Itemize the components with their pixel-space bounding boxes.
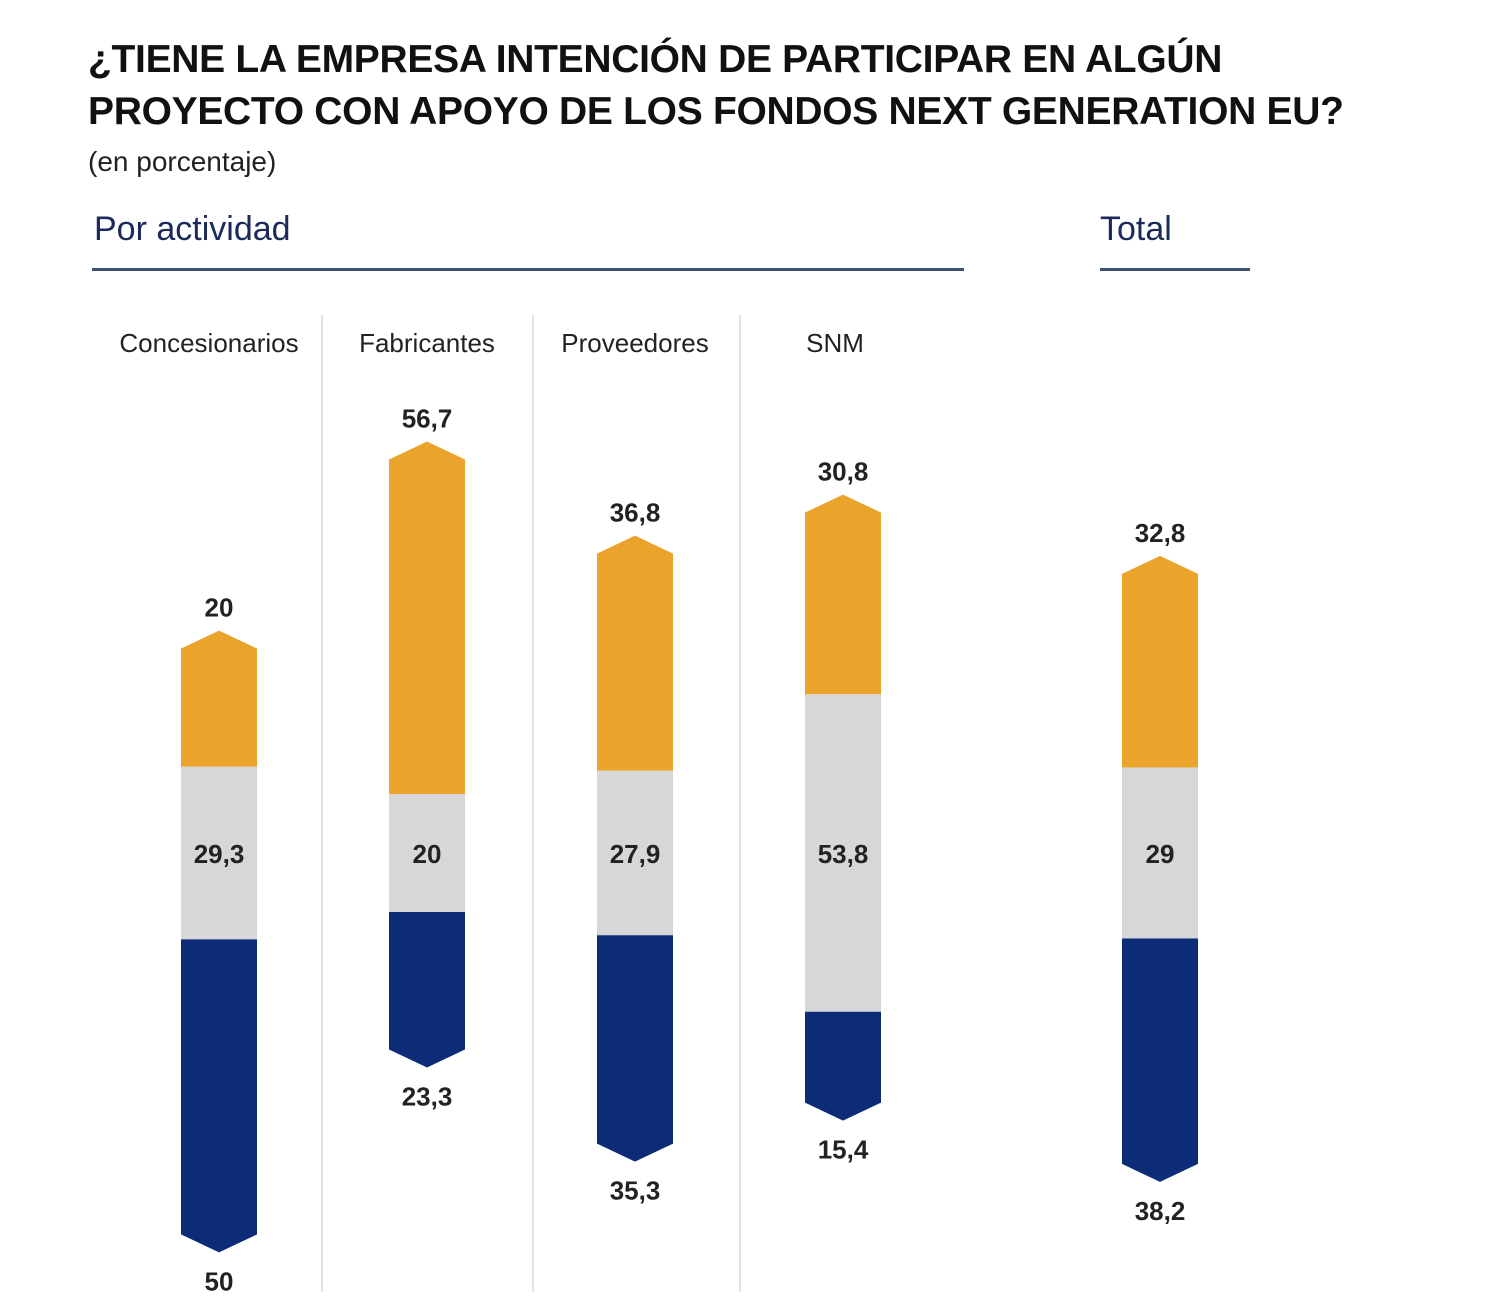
data-label: 20 (205, 593, 234, 623)
data-label: 30,8 (818, 457, 869, 487)
data-label: 29,3 (194, 839, 245, 869)
data-label: 15,4 (818, 1135, 869, 1165)
data-label: 35,3 (610, 1176, 661, 1206)
bar-segment-no (1122, 938, 1198, 1182)
bar-segment-yes (389, 441, 465, 794)
bar-segment-no (389, 912, 465, 1068)
bar-segment-yes (805, 494, 881, 695)
bar-segment-middle (1122, 767, 1198, 939)
bar-segment-no (805, 1011, 881, 1121)
total-underline (1100, 268, 1250, 271)
chart-title: ¿TIENE LA EMPRESA INTENCIÓN DE PARTICIPA… (88, 38, 1344, 133)
bar-segment-no (597, 935, 673, 1162)
data-label: 32,8 (1135, 518, 1186, 548)
bar-segment-middle (805, 694, 881, 1012)
data-label: 53,8 (818, 839, 869, 869)
bar-segment-yes (1122, 555, 1198, 768)
data-label: 27,9 (610, 839, 661, 869)
data-label: 29 (1146, 839, 1175, 869)
data-label: 36,8 (610, 498, 661, 528)
bar-segment-yes (181, 630, 257, 767)
data-label: 56,7 (402, 403, 453, 433)
section-total: Total (1100, 210, 1172, 248)
bar-segment-middle (181, 766, 257, 940)
data-label: 23,3 (402, 1081, 453, 1111)
data-label: 50 (205, 1266, 234, 1296)
category-label: Concesionarios (119, 328, 298, 358)
category-label: Proveedores (561, 328, 708, 358)
data-label: 20 (413, 839, 442, 869)
chart-subtitle: (en porcentaje) (88, 146, 277, 177)
section-by-activity: Por actividad (94, 210, 291, 248)
section-underline (92, 268, 964, 271)
bar-segment-yes (597, 535, 673, 771)
bar-segment-middle (389, 794, 465, 912)
category-label: SNM (806, 328, 864, 358)
category-label: Fabricantes (359, 328, 495, 358)
bar-segment-no (181, 939, 257, 1253)
data-label: 38,2 (1135, 1196, 1186, 1226)
bar-segment-middle (597, 770, 673, 936)
